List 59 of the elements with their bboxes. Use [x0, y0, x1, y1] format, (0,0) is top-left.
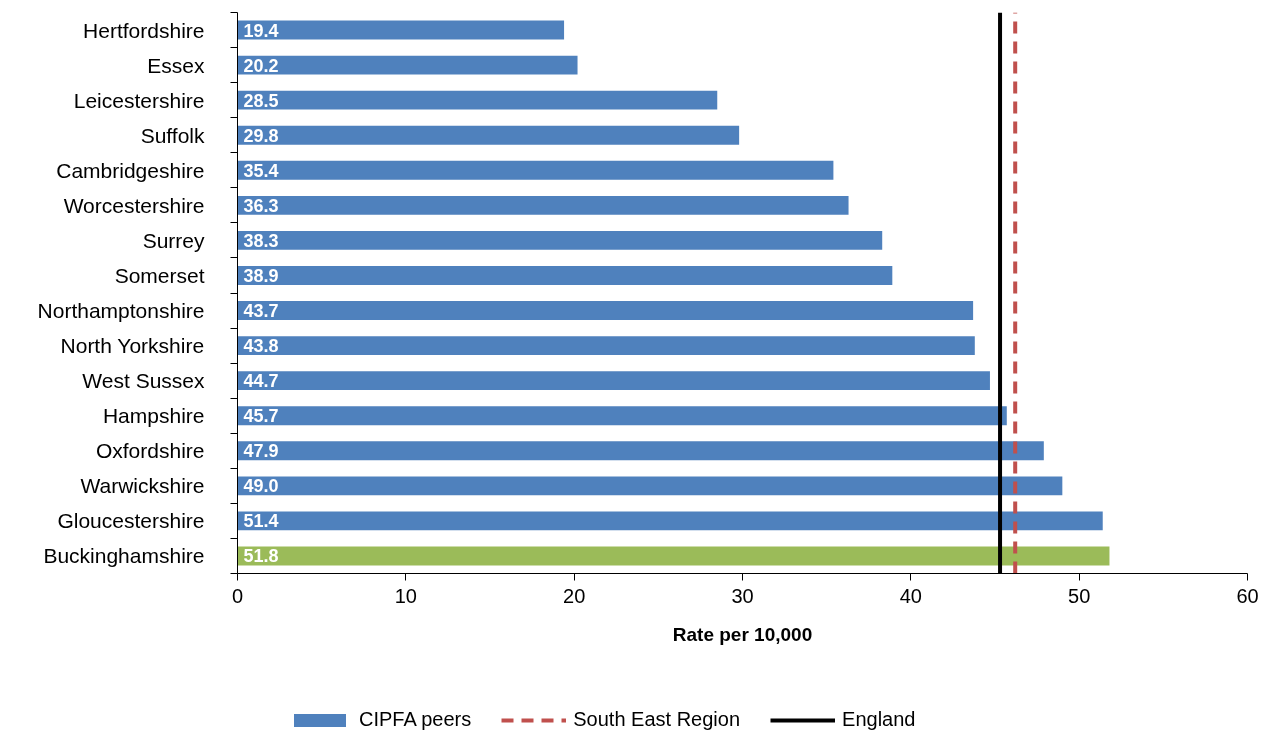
bar	[237, 441, 1044, 461]
bar	[237, 476, 1063, 496]
data-label: 36.3	[243, 195, 279, 216]
x-tick-label: 60	[1236, 584, 1259, 607]
data-label: 28.5	[243, 90, 279, 111]
x-axis-title: Rate per 10,000	[672, 623, 813, 645]
y-tick-label: Northamptonshire	[37, 299, 205, 323]
y-tick-label: Essex	[147, 53, 205, 77]
data-label: 51.4	[243, 511, 279, 532]
bar	[237, 406, 1007, 426]
y-tick-label: Gloucestershire	[57, 509, 205, 533]
x-tick-label: 30	[731, 584, 754, 607]
x-tick-label: 10	[394, 584, 417, 607]
data-label: 20.2	[243, 55, 279, 76]
bar	[237, 301, 974, 320]
legend-label: England	[842, 708, 916, 731]
x-tick-label: 20	[563, 584, 586, 607]
legend-label: CIPFA peers	[359, 708, 472, 731]
y-tick-label: Hertfordshire	[83, 18, 205, 42]
data-label: 44.7	[243, 371, 279, 392]
bar	[237, 266, 893, 285]
y-tick-label: Leicestershire	[73, 88, 205, 112]
y-tick-label: Surrey	[142, 228, 205, 252]
x-tick-label: 0	[231, 584, 244, 607]
y-tick-label: Oxfordshire	[95, 439, 205, 463]
bar	[237, 195, 849, 215]
data-label: 43.7	[243, 301, 279, 322]
data-label: 43.8	[243, 336, 279, 357]
legend-label: South East Region	[573, 708, 741, 731]
data-label: 49.0	[243, 476, 279, 497]
x-tick-label: 40	[899, 584, 922, 607]
data-label: 47.9	[243, 441, 279, 462]
y-tick-label: Worcestershire	[63, 193, 205, 217]
bar	[237, 230, 883, 250]
y-tick-label: Cambridgeshire	[56, 158, 205, 182]
y-tick-label: Suffolk	[140, 123, 205, 147]
y-tick-label: Somerset	[114, 263, 205, 287]
data-label: 29.8	[243, 125, 279, 146]
bar	[237, 371, 990, 391]
bar	[237, 160, 834, 180]
bar	[237, 125, 740, 145]
data-label: 35.4	[243, 160, 279, 181]
bar	[237, 546, 1110, 566]
y-tick-label: Hampshire	[102, 404, 205, 428]
data-label: 51.8	[243, 546, 279, 567]
y-tick-label: West Sussex	[82, 369, 205, 393]
y-tick-label: North Yorkshire	[60, 334, 205, 358]
bar	[237, 511, 1103, 531]
x-tick-label: 50	[1068, 584, 1091, 607]
bar	[237, 90, 718, 110]
y-tick-label: Buckinghamshire	[43, 544, 205, 568]
bar	[237, 55, 578, 75]
y-tick-label: Warwickshire	[80, 474, 205, 498]
data-label: 19.4	[243, 20, 279, 41]
data-label: 38.9	[243, 265, 279, 286]
data-label: 38.3	[243, 230, 279, 251]
bar	[237, 336, 975, 356]
data-label: 45.7	[243, 406, 279, 427]
bar	[237, 20, 565, 40]
